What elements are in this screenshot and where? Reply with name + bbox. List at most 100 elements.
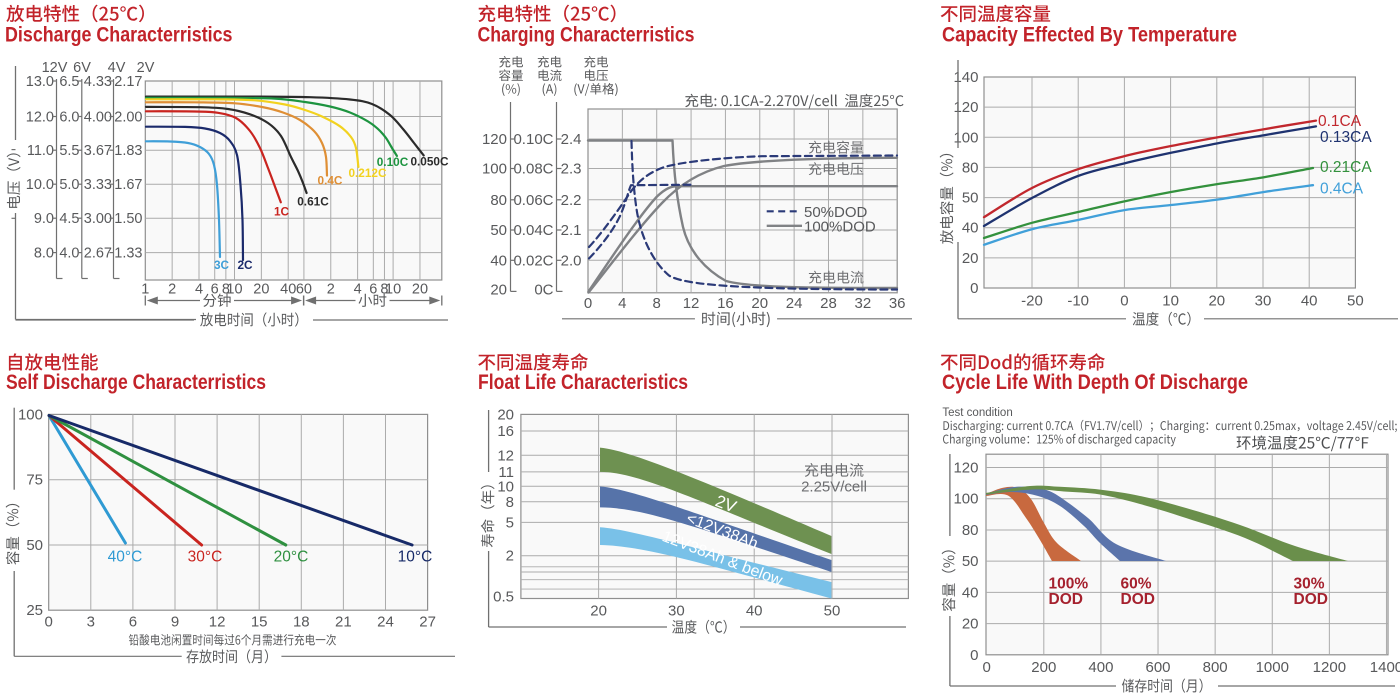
svg-text:0.212C: 0.212C	[348, 166, 387, 180]
svg-text:2V: 2V	[137, 60, 155, 76]
svg-text:60: 60	[296, 282, 312, 298]
svg-text:10: 10	[226, 282, 242, 298]
svg-text:4V: 4V	[108, 60, 126, 76]
svg-text:2.17: 2.17	[114, 74, 142, 90]
svg-text:100%DOD: 100%DOD	[804, 219, 876, 236]
svg-text:8: 8	[380, 282, 388, 298]
svg-text:25: 25	[26, 602, 43, 619]
svg-text:2.0: 2.0	[561, 252, 582, 269]
svg-text:3.00: 3.00	[84, 211, 112, 227]
svg-text:100: 100	[953, 129, 978, 146]
svg-text:11: 11	[498, 464, 514, 481]
svg-text:4.5: 4.5	[59, 211, 79, 227]
svg-text:0.050C: 0.050C	[410, 155, 449, 169]
svg-text:80: 80	[962, 522, 979, 539]
svg-text:50: 50	[490, 222, 507, 239]
svg-text:8: 8	[222, 282, 230, 298]
svg-text:13.0: 13.0	[26, 74, 54, 90]
svg-text:32: 32	[855, 295, 872, 312]
svg-text:0.4C: 0.4C	[318, 174, 343, 188]
svg-text:80: 80	[490, 192, 507, 209]
svg-text:3.33: 3.33	[84, 177, 112, 193]
svg-text:20: 20	[962, 616, 979, 633]
svg-text:5.0: 5.0	[59, 177, 79, 193]
svg-text:0.21CA: 0.21CA	[1320, 159, 1372, 176]
svg-text:0.13CA: 0.13CA	[1320, 129, 1372, 146]
svg-text:75: 75	[26, 472, 43, 489]
svg-text:20: 20	[962, 250, 979, 267]
svg-text:0.06C: 0.06C	[513, 192, 553, 209]
svg-text:6: 6	[369, 282, 377, 298]
svg-text:20: 20	[490, 282, 507, 299]
svg-text:400: 400	[1088, 659, 1113, 676]
svg-text:Float Life Characteristics: Float Life Characteristics	[478, 370, 688, 394]
svg-text:0.10C: 0.10C	[377, 155, 409, 169]
svg-text:9.0: 9.0	[34, 211, 54, 227]
svg-text:50: 50	[26, 537, 43, 554]
svg-text:20: 20	[497, 406, 514, 423]
svg-text:40: 40	[962, 584, 979, 601]
svg-text:0: 0	[45, 614, 53, 631]
svg-text:120: 120	[482, 131, 507, 148]
svg-text:Test condition: Test condition	[942, 407, 1012, 419]
svg-text:2.4: 2.4	[561, 131, 582, 148]
svg-text:0C: 0C	[534, 282, 553, 299]
svg-text:140: 140	[953, 69, 978, 86]
svg-text:5: 5	[506, 514, 514, 531]
svg-text:1000: 1000	[1256, 659, 1289, 676]
svg-text:4: 4	[354, 282, 362, 298]
svg-text:10.0: 10.0	[26, 177, 54, 193]
svg-text:120: 120	[953, 99, 978, 116]
svg-text:6.5: 6.5	[59, 74, 79, 90]
svg-text:1C: 1C	[274, 205, 290, 219]
svg-text:24: 24	[786, 295, 803, 312]
svg-text:2.1: 2.1	[561, 222, 582, 239]
svg-text:8.0: 8.0	[34, 246, 54, 262]
svg-text:DOD: DOD	[1121, 591, 1155, 608]
svg-text:4.33: 4.33	[84, 74, 112, 90]
svg-text:DOD: DOD	[1049, 591, 1083, 608]
svg-text:30°C: 30°C	[188, 549, 223, 566]
svg-text:0.4CA: 0.4CA	[1320, 181, 1364, 198]
svg-text:2.2: 2.2	[561, 192, 582, 209]
svg-text:0.04C: 0.04C	[513, 222, 553, 239]
svg-text:1.33: 1.33	[114, 246, 142, 262]
svg-text:2: 2	[506, 548, 514, 565]
svg-text:50: 50	[962, 553, 979, 570]
svg-text:3: 3	[87, 614, 95, 631]
svg-text:-10: -10	[1067, 293, 1089, 310]
svg-text:2: 2	[327, 282, 335, 298]
svg-text:3.67: 3.67	[84, 143, 112, 159]
svg-text:2: 2	[168, 282, 176, 298]
svg-text:40°C: 40°C	[108, 549, 143, 566]
svg-text:16: 16	[497, 423, 514, 440]
svg-text:4.0: 4.0	[59, 246, 79, 262]
svg-text:12.0: 12.0	[26, 110, 54, 126]
svg-text:100%: 100%	[1049, 576, 1089, 593]
svg-text:20: 20	[1208, 293, 1225, 310]
svg-text:0: 0	[983, 659, 991, 676]
svg-text:10: 10	[1162, 293, 1179, 310]
svg-text:1: 1	[141, 282, 149, 298]
svg-text:0: 0	[1120, 293, 1128, 310]
svg-text:0.02C: 0.02C	[513, 252, 553, 269]
svg-text:6V: 6V	[73, 60, 91, 76]
svg-text:20: 20	[412, 282, 428, 298]
svg-text:0.1CA: 0.1CA	[1318, 113, 1362, 130]
svg-text:50: 50	[824, 603, 841, 620]
svg-text:8: 8	[506, 494, 514, 511]
svg-text:15: 15	[251, 614, 268, 631]
svg-text:24: 24	[377, 614, 394, 631]
svg-text:50%DOD: 50%DOD	[804, 204, 868, 221]
svg-text:12V: 12V	[42, 60, 68, 76]
svg-text:40: 40	[490, 252, 507, 269]
svg-text:40: 40	[746, 603, 763, 620]
svg-text:5.5: 5.5	[59, 143, 79, 159]
svg-text:4: 4	[195, 282, 203, 298]
svg-text:2.67: 2.67	[84, 246, 112, 262]
svg-text:DOD: DOD	[1294, 591, 1328, 608]
svg-text:1.83: 1.83	[114, 143, 142, 159]
svg-text:Discharge Characterristics: Discharge Characterristics	[5, 23, 233, 47]
svg-text:80: 80	[962, 159, 979, 176]
svg-text:18: 18	[293, 614, 310, 631]
